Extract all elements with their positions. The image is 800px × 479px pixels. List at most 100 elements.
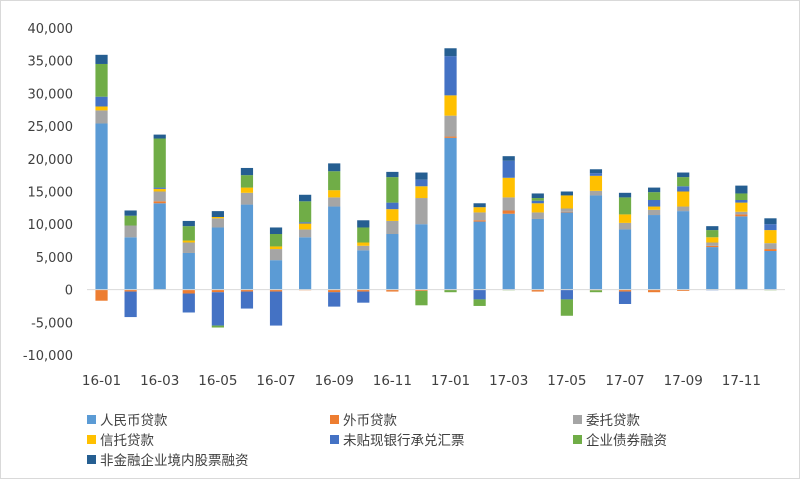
legend-label: 企业债券融资: [586, 433, 667, 449]
bar-segment: [618, 214, 632, 223]
bar-segment: [531, 193, 544, 199]
bar-segment: [444, 95, 457, 116]
legend-swatch: [573, 414, 582, 424]
bar-segment: [299, 229, 312, 238]
bar-segment: [240, 187, 254, 193]
bar-segment: [386, 220, 399, 235]
bar-segment: [502, 177, 515, 198]
legend-swatch: [87, 414, 96, 424]
bar-segment: [735, 200, 748, 203]
bar-segment: [560, 289, 573, 300]
bar-segment: [240, 291, 254, 309]
bar-segment: [269, 289, 283, 292]
bar-segment: [677, 186, 690, 192]
bar-segment: [764, 251, 777, 290]
bar-segment: [182, 242, 195, 253]
bar-segment: [182, 289, 195, 294]
bar-segment: [299, 201, 312, 223]
bar-segment: [648, 206, 661, 210]
bar-segment: [357, 289, 370, 292]
bar-segment: [182, 226, 195, 241]
bar-segment: [95, 110, 108, 124]
bar-segment: [124, 215, 137, 226]
bar-segment: [531, 212, 544, 219]
bar-segment: [328, 163, 341, 172]
bar-segment: [240, 167, 254, 176]
legend-swatch: [330, 434, 339, 444]
bar-segment: [648, 187, 661, 193]
bar-segment: [473, 221, 486, 290]
bar-segment: [589, 190, 603, 196]
legend-label: 信托贷款: [100, 433, 154, 449]
y-tick-label: 35,000: [28, 55, 74, 70]
bar-segment: [211, 289, 224, 293]
bar-segment: [560, 211, 573, 213]
bar-segment: [153, 138, 166, 188]
y-tick-label: 10,000: [28, 218, 74, 233]
y-tick-label: 5,000: [36, 251, 73, 266]
bar-segment: [531, 200, 544, 204]
bar-segment: [560, 191, 573, 196]
bar-segment: [677, 206, 690, 212]
bar-segment: [182, 240, 195, 243]
bar-segment: [648, 209, 661, 216]
x-tick-label: 17-05: [547, 373, 586, 389]
bar-segment: [124, 210, 137, 216]
stacked-bar-chart: -10,000 -5,000 0 5,000 10,000 15,000 20,000 25,…: [23, 22, 785, 389]
bar-segment: [502, 160, 515, 178]
bar-segment: [735, 193, 748, 200]
bar-segment: [124, 237, 137, 290]
bar-segment: [357, 245, 370, 251]
bar-segment: [211, 227, 224, 290]
bar-segment: [95, 96, 108, 107]
x-tick-label: 17-07: [605, 373, 644, 389]
legend-item: 信托贷款: [87, 430, 154, 449]
bar-segment: [269, 227, 283, 235]
bar-segment: [95, 106, 108, 111]
legend-label: 未贴现银行承兑汇票: [343, 433, 465, 449]
bar-segment: [269, 291, 283, 326]
bar-segment: [328, 190, 341, 198]
bar-segment: [357, 227, 370, 243]
bar-segment: [211, 217, 224, 219]
bar-segment: [531, 198, 544, 201]
bar-segment: [735, 214, 748, 217]
legend-label: 委托贷款: [586, 413, 640, 429]
bar-segment: [269, 249, 283, 261]
bar-segment: [706, 230, 719, 238]
legend-label: 人民币贷款: [100, 413, 168, 429]
bar-segment: [269, 246, 283, 250]
bar-segment: [211, 218, 224, 228]
bar-segment: [328, 206, 341, 290]
x-tick-label: 16-11: [373, 373, 412, 389]
bar-segment: [444, 115, 457, 137]
bar-segment: [182, 220, 195, 227]
bar-segment: [589, 169, 603, 174]
bar-segment: [182, 252, 195, 290]
bar-segment: [764, 230, 777, 244]
x-tick-label: 17-01: [431, 373, 470, 389]
bar-segment: [618, 289, 632, 292]
bar-segment: [415, 186, 428, 199]
bar-segment: [240, 289, 254, 292]
bar-segment: [444, 289, 457, 293]
legend-item: 企业债券融资: [573, 430, 667, 449]
bar-segment: [764, 243, 777, 250]
bar-segment: [415, 224, 428, 290]
bar-segment: [618, 197, 632, 215]
bar-segment: [328, 171, 341, 191]
x-tick-label: 16-07: [256, 373, 295, 389]
legend-item: 非金融企业境内股票融资: [87, 450, 249, 469]
x-tick-label: 16-09: [315, 373, 354, 389]
x-tick-label: 17-11: [722, 373, 761, 389]
bar-segment: [648, 215, 661, 290]
bar-segment: [560, 208, 573, 212]
bar-segment: [386, 202, 399, 210]
bar-segment: [124, 225, 137, 238]
bar-segment: [211, 292, 224, 326]
legend-swatch: [573, 434, 582, 444]
bar-segment: [386, 177, 399, 203]
bar-segment: [764, 224, 777, 231]
bar-segment: [95, 54, 108, 64]
bar-segment: [706, 245, 719, 248]
